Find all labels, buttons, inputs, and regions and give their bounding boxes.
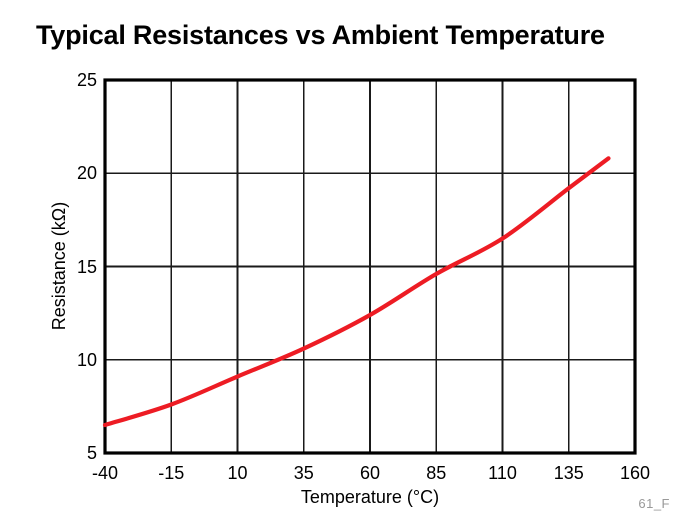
- plot-border: [103, 78, 637, 455]
- y-tick-label: 5: [86, 443, 97, 463]
- y-tick-label: 15: [76, 256, 97, 277]
- x-tick-label: 110: [488, 463, 517, 483]
- x-tick-label: -15: [158, 463, 185, 483]
- x-axis-label: Temperature (°C): [300, 487, 440, 507]
- x-tick-label: -40: [91, 463, 118, 483]
- y-tick-label: 25: [76, 70, 97, 90]
- x-tick-label: 10: [227, 463, 248, 483]
- y-tick-label: 20: [76, 163, 97, 184]
- chart-title: Typical Resistances vs Ambient Temperatu…: [36, 20, 605, 50]
- x-tick-label: 135: [553, 463, 584, 483]
- resistance-curve: [102, 156, 611, 428]
- x-tick-label: 160: [619, 463, 651, 483]
- x-tick-label: 60: [359, 463, 381, 483]
- x-tick-label: 85: [426, 463, 447, 483]
- x-tick-label: 35: [293, 463, 314, 483]
- figure-watermark: 61_F: [638, 496, 670, 511]
- y-tick-label: 10: [76, 349, 97, 370]
